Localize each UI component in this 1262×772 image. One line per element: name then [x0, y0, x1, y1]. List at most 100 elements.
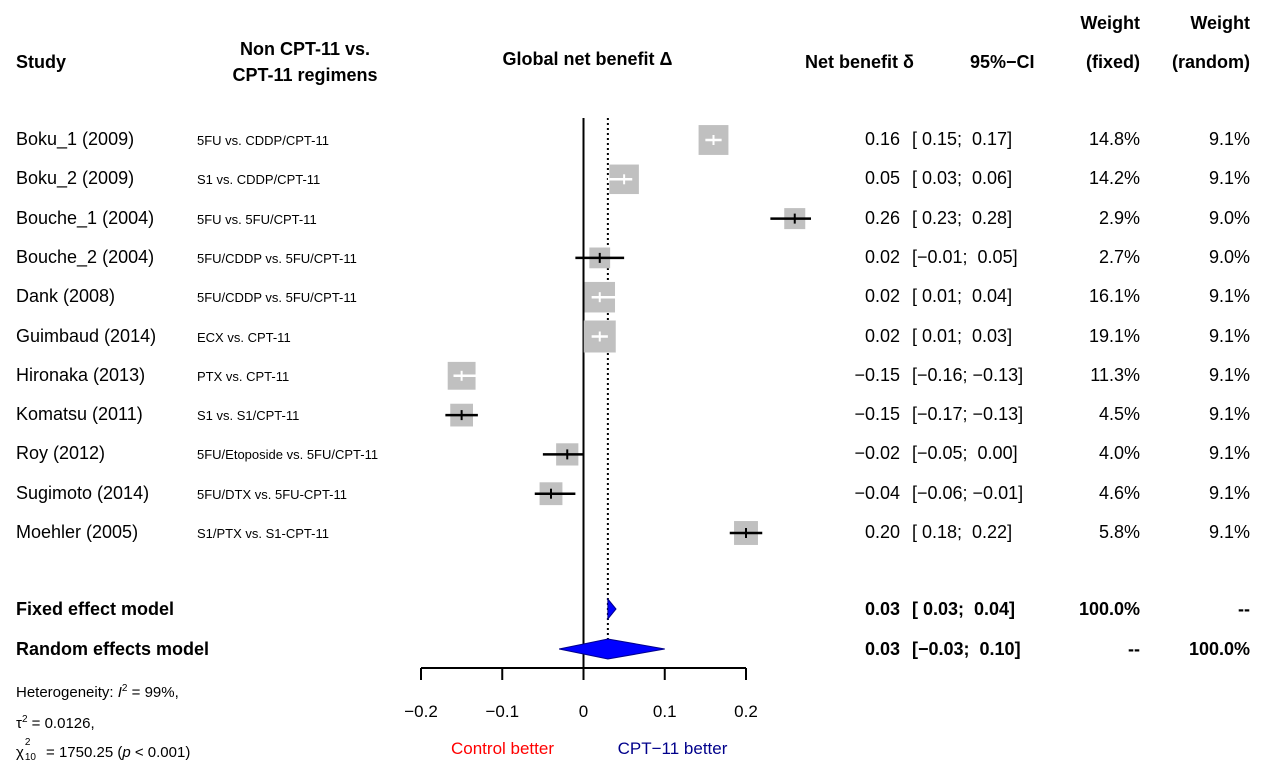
summary-effect: 0.03 [864, 639, 900, 659]
study-name: Hironaka (2013) [16, 364, 146, 385]
study-name: Dank (2008) [16, 286, 116, 307]
summary-effect: 0.03 [864, 599, 900, 619]
study-name: Sugimoto (2014) [16, 482, 150, 503]
x-axis-tick-label: 0 [579, 702, 588, 721]
summary-weight-fixed: -- [1128, 639, 1140, 659]
heterogeneity-i2: Heterogeneity: I2 = 99%, [16, 683, 179, 701]
study-weight-random: 9.1% [1208, 443, 1250, 464]
header-weight-fixed-line2: (fixed) [1086, 52, 1140, 72]
chi-sup: 2 [24, 737, 31, 748]
study-effect: 0.26 [864, 207, 900, 228]
study-weight-random: 9.1% [1208, 404, 1250, 425]
study-effect: 0.05 [864, 168, 900, 189]
study-weight-fixed: 4.6% [1098, 482, 1140, 503]
study-ci: [ 0.15; 0.17] [912, 129, 1013, 149]
p-symbol: p [122, 744, 131, 761]
study-name: Moehler (2005) [16, 522, 139, 542]
summary-name: Fixed effect model [16, 599, 175, 619]
study-effect: −0.15 [854, 404, 900, 425]
study-weight-random: 9.0% [1208, 207, 1250, 228]
study-weight-fixed: 4.5% [1098, 404, 1140, 425]
heterogeneity-chi2: χ 2 10 = 1750.25 (p < 0.001) [16, 738, 191, 763]
summary-weight-fixed: 100.0% [1078, 599, 1140, 619]
study-comparison: 5FU/CDDP vs. 5FU/CPT-11 [197, 290, 357, 306]
summary-ci: [ 0.03; 0.04] [912, 599, 1016, 619]
tau2-value: = 0.0126, [27, 715, 95, 732]
header-comparison-line1: Non CPT-11 vs. [239, 39, 371, 59]
summary-diamond [559, 638, 665, 660]
x-axis-tick-label: 0.2 [734, 702, 758, 721]
study-effect: 0.02 [864, 246, 900, 267]
study-weight-fixed: 4.0% [1098, 443, 1140, 464]
study-effect: −0.02 [854, 443, 900, 464]
study-effect: −0.04 [854, 482, 900, 503]
header-weight-random-line1: Weight [1190, 13, 1250, 33]
study-comparison: 5FU vs. CDDP/CPT-11 [197, 133, 329, 148]
i-symbol: I [117, 684, 122, 701]
study-comparison: 5FU vs. 5FU/CPT-11 [197, 211, 317, 227]
study-comparison: PTX vs. CPT-11 [197, 368, 290, 384]
heterogeneity-tau2: τ2 = 0.0126, [16, 714, 95, 732]
chi-symbol: χ [16, 744, 24, 761]
study-weight-random: 9.1% [1208, 168, 1250, 189]
heterogeneity-prefix: Heterogeneity: [16, 684, 118, 701]
chi2-value: = 1750.25 ( [41, 744, 123, 761]
study-ci: [ 0.03; 0.06] [912, 168, 1013, 189]
study-ci: [ 0.18; 0.22] [912, 522, 1013, 542]
study-weight-random: 9.1% [1208, 129, 1250, 149]
study-ci: [ 0.23; 0.28] [912, 207, 1013, 228]
summary-weight-random: -- [1238, 599, 1250, 619]
study-effect: 0.02 [864, 286, 900, 307]
summary-diamond [607, 597, 617, 621]
study-comparison: S1 vs. S1/CPT-11 [197, 408, 300, 424]
header-ci: 95%−CI [970, 52, 1035, 72]
control-better-label: Control better [451, 739, 554, 758]
study-comparison: 5FU/Etoposide vs. 5FU/CPT-11 [197, 447, 379, 463]
study-effect: −0.15 [854, 364, 900, 385]
cpt11-better-label: CPT−11 better [617, 739, 728, 758]
tau-sup: 2 [21, 714, 28, 725]
study-name: Boku_2 (2009) [16, 168, 135, 189]
x-axis-tick-label: 0.1 [653, 702, 677, 721]
study-weight-fixed: 2.9% [1098, 207, 1140, 228]
study-comparison: S1/PTX vs. S1-CPT-11 [197, 526, 329, 541]
study-effect: 0.20 [864, 522, 900, 542]
summary-name: Random effects model [16, 639, 210, 659]
study-weight-fixed: 11.3% [1090, 364, 1140, 385]
study-weight-random: 9.1% [1208, 522, 1250, 542]
study-weight-random: 9.1% [1208, 364, 1250, 385]
study-name: Roy (2012) [16, 443, 106, 464]
p-value: < 0.001) [130, 744, 191, 761]
study-effect: 0.02 [864, 325, 900, 346]
study-ci: [−0.01; 0.05] [912, 246, 1018, 267]
study-comparison: ECX vs. CPT-11 [197, 329, 291, 345]
study-ci: [−0.16; −0.13] [912, 364, 1024, 385]
study-comparison: 5FU/DTX vs. 5FU-CPT-11 [197, 486, 348, 502]
study-comparison: 5FU/CDDP vs. 5FU/CPT-11 [197, 250, 357, 266]
study-effect: 0.16 [864, 129, 900, 149]
x-axis-tick-label: −0.1 [485, 702, 519, 721]
i2-value: = 99%, [127, 684, 179, 701]
i-sup: 2 [121, 683, 128, 694]
summary-ci: [−0.03; 0.10] [912, 639, 1021, 659]
study-weight-fixed: 14.8% [1088, 129, 1140, 149]
study-ci: [−0.17; −0.13] [912, 404, 1024, 425]
header-weight-fixed-line1: Weight [1080, 13, 1140, 33]
header-weight-random-line2: (random) [1172, 52, 1250, 72]
header-net-benefit: Net benefit δ [805, 52, 914, 72]
study-name: Bouche_2 (2004) [16, 246, 155, 267]
study-name: Komatsu (2011) [16, 404, 143, 425]
study-ci: [ 0.01; 0.03] [912, 325, 1013, 346]
x-axis-tick-label: −0.2 [404, 702, 438, 721]
chi-sub: 10 [24, 752, 36, 763]
study-weight-fixed: 14.2% [1088, 168, 1140, 189]
study-weight-fixed: 19.1% [1088, 325, 1140, 346]
study-ci: [−0.05; 0.00] [912, 443, 1018, 464]
study-ci: [ 0.01; 0.04] [912, 286, 1013, 307]
study-name: Boku_1 (2009) [16, 129, 135, 149]
study-ci: [−0.06; −0.01] [912, 482, 1024, 503]
study-weight-random: 9.1% [1208, 286, 1250, 307]
study-weight-random: 9.1% [1208, 482, 1250, 503]
study-comparison: S1 vs. CDDP/CPT-11 [197, 172, 321, 188]
